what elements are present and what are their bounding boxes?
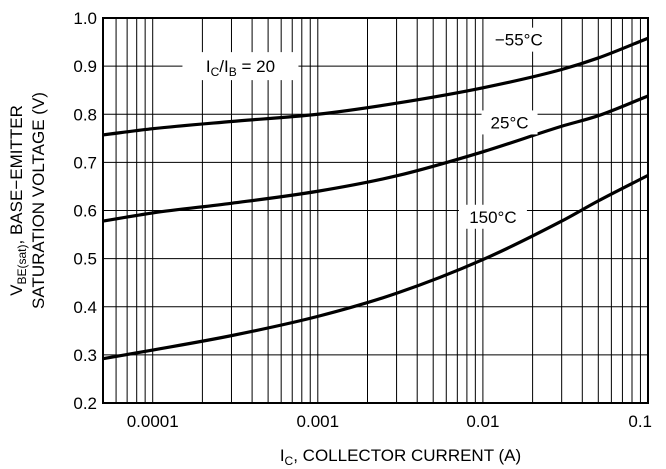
y-tick-label: 0.9 <box>73 57 97 76</box>
y-tick-label: 1.0 <box>73 9 97 28</box>
y-tick-label: 0.4 <box>73 298 97 317</box>
series-label-150c: 150°C <box>469 208 516 227</box>
condition-label-bg <box>182 52 299 81</box>
x-tick-label: 0.001 <box>297 412 340 431</box>
y-axis-title: VBE(sat), BASE−EMITTER SATURATION VOLTAG… <box>7 92 48 309</box>
series-line-150c <box>102 173 649 361</box>
y-tick-label: 0.6 <box>73 202 97 221</box>
series-label-minus-55c: −55°C <box>495 31 543 50</box>
condition-label: IC/IB = 20 <box>206 57 275 79</box>
grid <box>103 18 648 403</box>
series-label-bg <box>484 27 553 52</box>
annotations: −55°C 25°C 150°C IC/IB = 20 <box>182 27 553 229</box>
x-tick-label: 0.0001 <box>127 412 179 431</box>
plot-frame <box>102 17 649 404</box>
x-axis-title: IC, COLLECTOR CURRENT (A) <box>280 446 521 468</box>
series-line-minus-55c <box>102 36 649 137</box>
y-tick-label: 0.3 <box>73 346 97 365</box>
y-tick-label: 0.8 <box>73 105 97 124</box>
x-tick-label: 0.01 <box>466 412 499 431</box>
series-line-25c <box>102 94 649 223</box>
y-tick-label: 0.7 <box>73 153 97 172</box>
y-axis-title-line1: VBE(sat), BASE−EMITTER <box>7 105 29 296</box>
x-tick-label: 0.1 <box>628 412 652 431</box>
series-layer <box>102 36 649 361</box>
series-label-25c: 25°C <box>491 113 529 132</box>
series-label-bg <box>481 110 538 135</box>
y-tick-label: 0.5 <box>73 250 97 269</box>
y-axis-ticks: 0.2 0.3 0.4 0.5 0.6 0.7 0.8 0.9 1.0 <box>73 9 97 413</box>
x-axis-ticks: 0.0001 0.001 0.01 0.1 <box>127 412 652 431</box>
y-tick-label: 0.2 <box>73 394 97 413</box>
y-axis-title-line2: SATURATION VOLTAGE (V) <box>29 92 48 309</box>
series-label-bg <box>458 204 527 229</box>
